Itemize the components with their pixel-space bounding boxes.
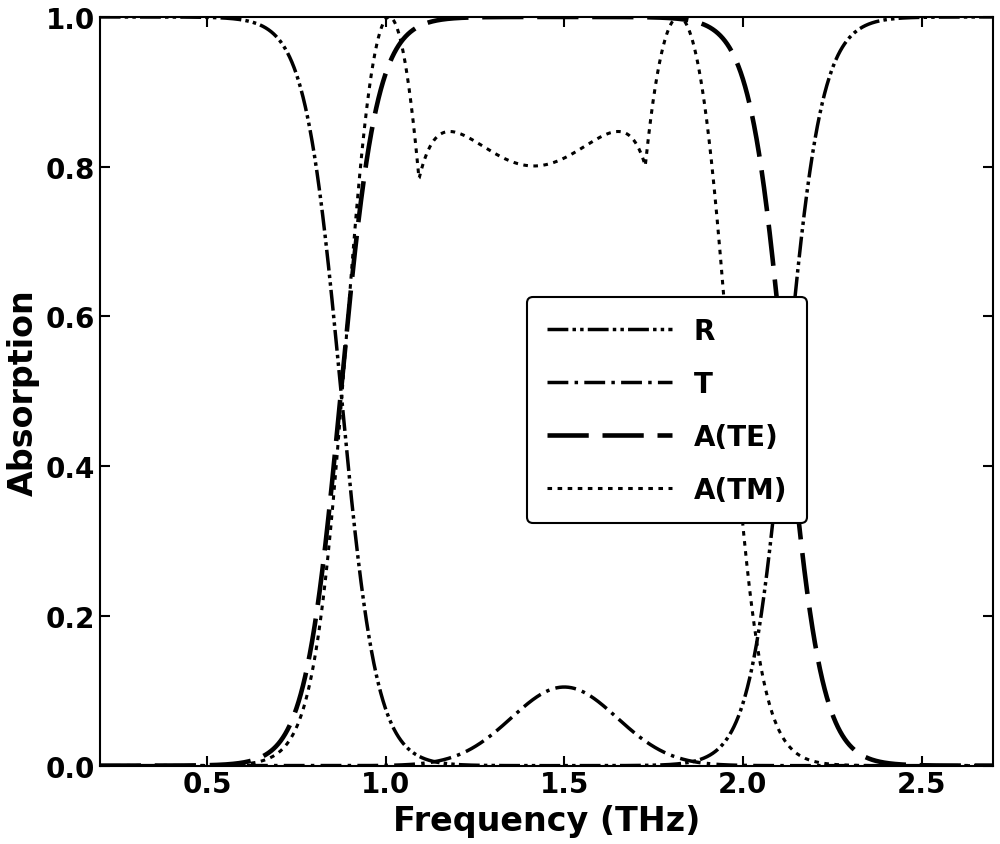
A(TM) [960, 760, 972, 771]
R [557, 760, 569, 771]
T [960, 760, 972, 771]
T [743, 760, 755, 771]
A(TM) [518, 161, 530, 171]
A(TM) [915, 760, 927, 771]
A(TM) [987, 760, 999, 771]
A(TE) [476, 14, 488, 24]
T [469, 742, 481, 752]
A(TM) [469, 138, 481, 148]
A(TM) [383, 13, 395, 23]
Line: A(TE): A(TE) [100, 18, 993, 766]
Line: A(TM): A(TM) [100, 18, 993, 766]
A(TE) [743, 97, 755, 107]
X-axis label: Frequency (THz): Frequency (THz) [393, 804, 700, 837]
T [94, 760, 106, 771]
Line: R: R [100, 18, 993, 766]
A(TM) [476, 142, 488, 152]
T [476, 737, 488, 747]
R [743, 677, 755, 687]
R [476, 760, 488, 771]
A(TE) [94, 760, 106, 771]
A(TM) [743, 578, 755, 588]
Line: T: T [100, 687, 993, 766]
A(TE) [915, 760, 927, 771]
A(TE) [557, 13, 569, 23]
T [558, 682, 570, 692]
T [987, 760, 999, 771]
A(TE) [960, 760, 972, 771]
T [915, 760, 927, 771]
R [987, 13, 999, 23]
A(TM) [94, 760, 106, 771]
A(TE) [469, 14, 481, 24]
Legend: R, T, A(TE), A(TM): R, T, A(TE), A(TM) [527, 298, 807, 523]
Y-axis label: Absorption: Absorption [7, 289, 40, 495]
T [518, 701, 530, 711]
R [94, 13, 106, 23]
A(TE) [518, 13, 530, 23]
R [915, 14, 927, 24]
R [469, 760, 481, 771]
A(TE) [987, 760, 999, 771]
R [518, 760, 530, 771]
R [960, 13, 972, 23]
